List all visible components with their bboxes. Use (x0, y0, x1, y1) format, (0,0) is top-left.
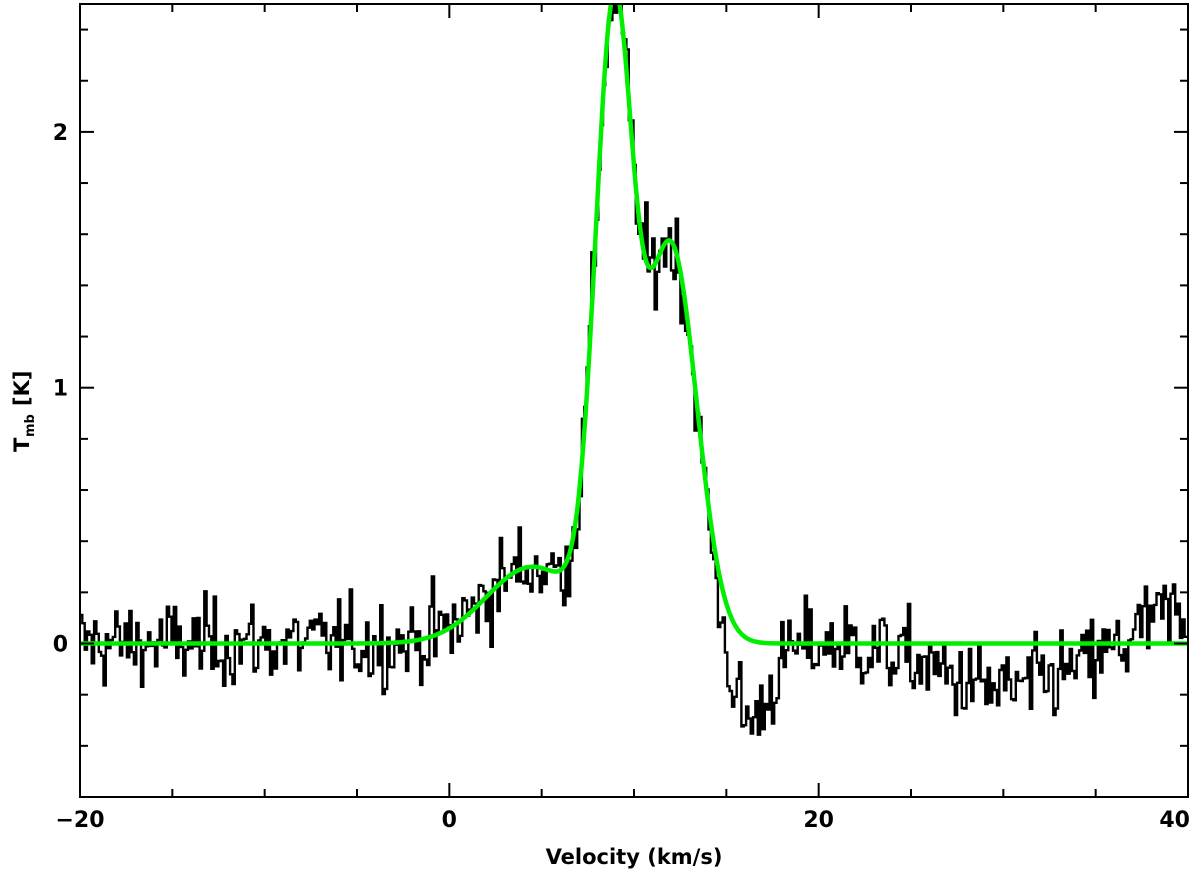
tick-labels: −20 0 20 40 0 1 2 (53, 121, 1190, 833)
y-axis-label-unit: [K] (10, 371, 34, 406)
x-tick-label: −20 (55, 808, 104, 833)
y-tick-label: 2 (53, 121, 68, 146)
y-tick-label: 1 (53, 377, 68, 402)
y-axis-label-main: T (10, 437, 34, 452)
y-axis-label-sub: mb (23, 414, 38, 437)
axis-ticks (79, 4, 1189, 798)
plot-area (80, 4, 1188, 736)
x-tick-label: 40 (1159, 808, 1190, 833)
y-axis-label: T mb [K] (10, 371, 38, 452)
observed-spectrum-line (80, 4, 1187, 736)
x-tick-label: 0 (442, 808, 457, 833)
x-axis-label: Velocity (km/s) (546, 845, 723, 869)
gaussian-fit-line (80, 4, 1188, 646)
x-tick-label: 20 (803, 808, 834, 833)
y-tick-label: 0 (53, 633, 68, 658)
